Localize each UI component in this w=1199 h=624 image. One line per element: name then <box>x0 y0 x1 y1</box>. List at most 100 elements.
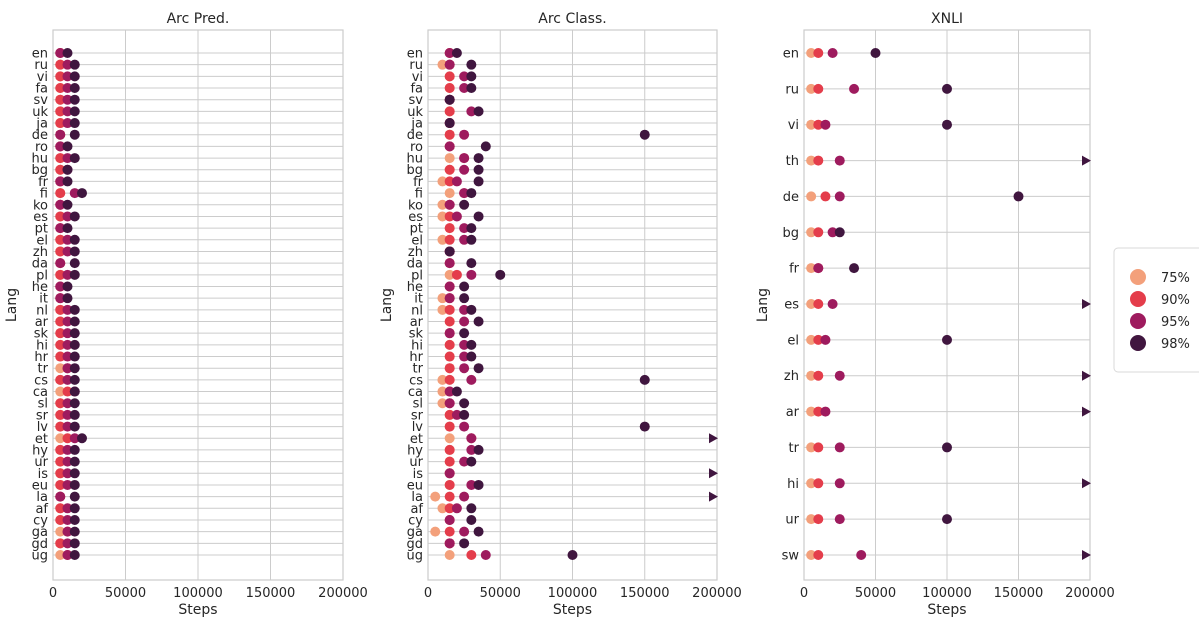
y-tick-label-hi: hi <box>787 477 799 492</box>
y-tick-label-ur: ur <box>34 455 48 470</box>
point-75-ur <box>806 514 817 525</box>
point-95-ur <box>834 514 845 525</box>
point-90-ar <box>55 316 66 327</box>
point-90-sl <box>55 398 66 409</box>
y-tick-label-en: en <box>783 47 799 62</box>
y-tick-label-ga: ga <box>407 525 423 540</box>
point-95-fa <box>459 83 470 94</box>
point-90-cy <box>55 514 66 525</box>
point-95-ru <box>62 59 73 70</box>
plot-frame <box>803 29 1091 581</box>
point-95-en <box>444 48 455 58</box>
y-tick-label-en: en <box>32 47 48 62</box>
y-tick-label-vi: vi <box>37 70 48 85</box>
y-tick-label-zh: zh <box>408 245 423 260</box>
point-75-de <box>806 191 817 202</box>
point-95-uk <box>466 106 477 117</box>
legend-label-98: 98% <box>1161 337 1190 352</box>
point-98-ar <box>473 316 484 327</box>
y-tick-label-sl: sl <box>38 397 48 412</box>
point-95-el <box>459 234 470 245</box>
y-tick-label-ro: ro <box>35 140 48 155</box>
y-tick-label-ug: ug <box>32 549 49 564</box>
x-axis-label: Steps <box>553 602 592 618</box>
point-90-es <box>444 211 455 222</box>
y-tick-label-de: de <box>32 128 48 143</box>
point-95-it <box>444 293 455 304</box>
point-75-tr <box>806 442 817 453</box>
point-90-uk <box>55 106 66 117</box>
point-95-vi <box>820 119 831 130</box>
point-95-nl <box>62 304 73 315</box>
point-90-hr <box>55 351 66 362</box>
point-98-sl <box>459 398 470 409</box>
point-98-sr <box>459 409 470 420</box>
y-axis-label: Lang <box>4 288 20 322</box>
point-90-ar <box>444 316 455 327</box>
point-95-eu <box>62 479 73 490</box>
point-98-fr <box>849 263 860 274</box>
point-98-el <box>69 234 80 245</box>
point-98-tr <box>942 442 952 453</box>
x-tick-label: 100000 <box>173 586 223 601</box>
point-98-sw-overflow <box>1082 550 1091 560</box>
point-98-cy <box>69 514 80 525</box>
point-95-da <box>55 258 66 269</box>
point-98-fa <box>466 83 477 94</box>
point-90-vi <box>813 119 824 130</box>
point-75-el <box>806 334 817 345</box>
y-tick-label-bg: bg <box>31 163 48 178</box>
point-95-nl <box>459 304 470 315</box>
point-98-la <box>69 491 80 502</box>
point-75-sw <box>806 550 817 560</box>
point-90-zh <box>813 370 824 381</box>
point-98-he <box>62 281 73 292</box>
point-98-fi <box>77 188 87 199</box>
y-tick-label-sk: sk <box>34 327 49 342</box>
plot-frame <box>52 29 344 581</box>
point-95-pl <box>466 269 477 280</box>
point-75-ug <box>55 550 66 560</box>
y-tick-label-la: la <box>411 490 423 505</box>
point-90-hy <box>444 444 455 455</box>
point-95-hu <box>459 153 470 164</box>
point-98-hi-overflow <box>1082 478 1091 489</box>
point-90-eu <box>444 479 455 490</box>
point-90-la <box>444 491 455 502</box>
point-90-el <box>813 334 824 345</box>
point-90-ru <box>55 59 66 70</box>
point-90-cs <box>55 374 66 385</box>
point-90-gd <box>55 538 66 549</box>
y-tick-label-nl: nl <box>36 303 48 318</box>
y-tick-label-ru: ru <box>785 82 799 97</box>
point-98-tr <box>473 363 484 374</box>
y-tick-label-gd: gd <box>31 537 48 552</box>
chart-title: Arc Pred. <box>167 11 230 27</box>
point-90-af <box>444 503 455 514</box>
point-98-it <box>459 293 470 304</box>
point-75-ar <box>806 406 817 417</box>
point-75-hi <box>806 478 817 489</box>
point-75-en <box>806 48 817 58</box>
point-90-sv <box>55 94 66 105</box>
y-tick-label-it: it <box>414 292 423 307</box>
point-98-hi <box>69 339 80 350</box>
point-98-hu <box>69 153 80 164</box>
point-90-de <box>820 191 831 202</box>
point-95-ro <box>55 141 66 152</box>
x-tick-label: 0 <box>424 586 432 601</box>
y-tick-label-da: da <box>32 257 48 272</box>
point-98-hu <box>473 153 484 164</box>
point-90-es <box>55 211 66 222</box>
chart-title: XNLI <box>931 11 963 27</box>
point-95-zh <box>62 246 73 257</box>
y-tick-label-et: et <box>35 432 48 447</box>
point-98-ga <box>473 526 484 537</box>
y-tick-label-hi: hi <box>36 338 48 353</box>
plot-frame <box>427 29 718 581</box>
point-98-eu <box>473 479 484 490</box>
point-75-es <box>806 299 817 309</box>
point-95-bg <box>459 164 470 175</box>
point-95-en <box>55 48 66 58</box>
point-90-eu <box>55 479 66 490</box>
